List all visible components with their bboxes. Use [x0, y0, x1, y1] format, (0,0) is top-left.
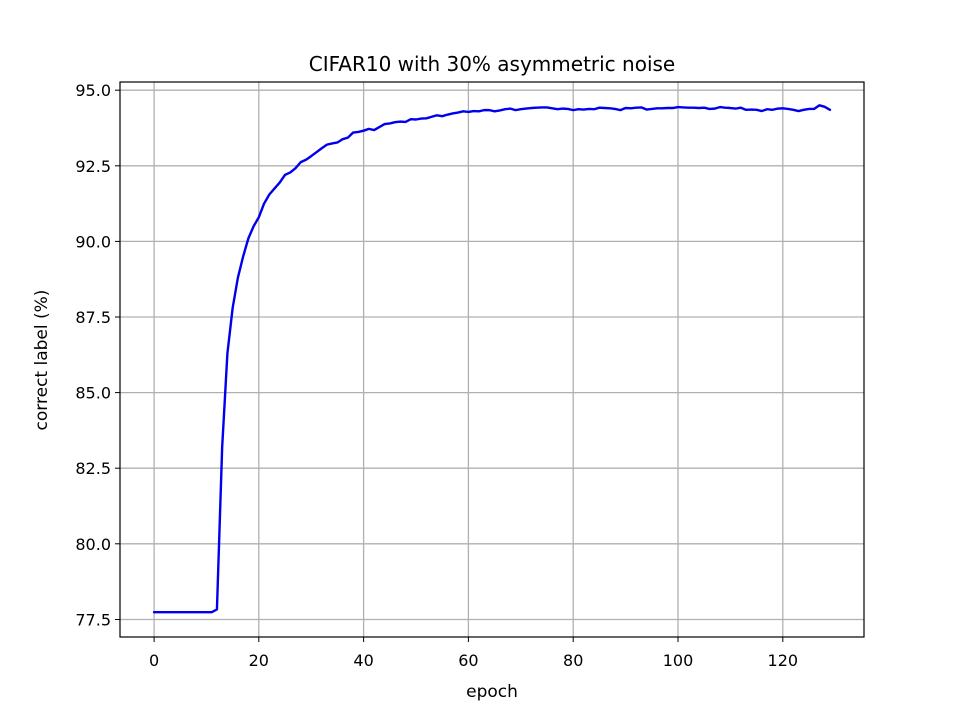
- y-tick-label: 87.5: [75, 308, 111, 327]
- plot-frame: [119, 81, 865, 638]
- y-tick-label: 85.0: [75, 384, 111, 403]
- y-axis-title: correct label (%): [32, 290, 52, 431]
- chart-title: CIFAR10 with 30% asymmetric noise: [309, 52, 675, 76]
- y-tick-label: 80.0: [75, 535, 111, 554]
- y-tick-label: 95.0: [75, 81, 111, 100]
- x-axis-title: epoch: [466, 682, 518, 702]
- x-tick-label: 120: [768, 651, 799, 670]
- x-tick-label: 40: [353, 651, 373, 670]
- y-tick-label: 77.5: [75, 611, 111, 630]
- x-tick-label: 20: [249, 651, 269, 670]
- x-tick-label: 60: [458, 651, 478, 670]
- series-line: [152, 104, 832, 614]
- x-tick-label: 100: [663, 651, 694, 670]
- x-tick-label: 80: [563, 651, 583, 670]
- y-axis: 77.5 80.0 82.5 85.0 87.5 90.0 92.5 95.0: [75, 81, 120, 630]
- plot-background: [120, 82, 864, 637]
- x-tick-label: 0: [149, 651, 159, 670]
- x-axis: 0 20 40 60 80 100 120: [149, 637, 798, 670]
- y-tick-label: 90.0: [75, 232, 111, 251]
- y-tick-label: 92.5: [75, 157, 111, 176]
- series-layer: [152, 104, 832, 614]
- y-tick-label: 82.5: [75, 459, 111, 478]
- grid-lines: [120, 82, 864, 637]
